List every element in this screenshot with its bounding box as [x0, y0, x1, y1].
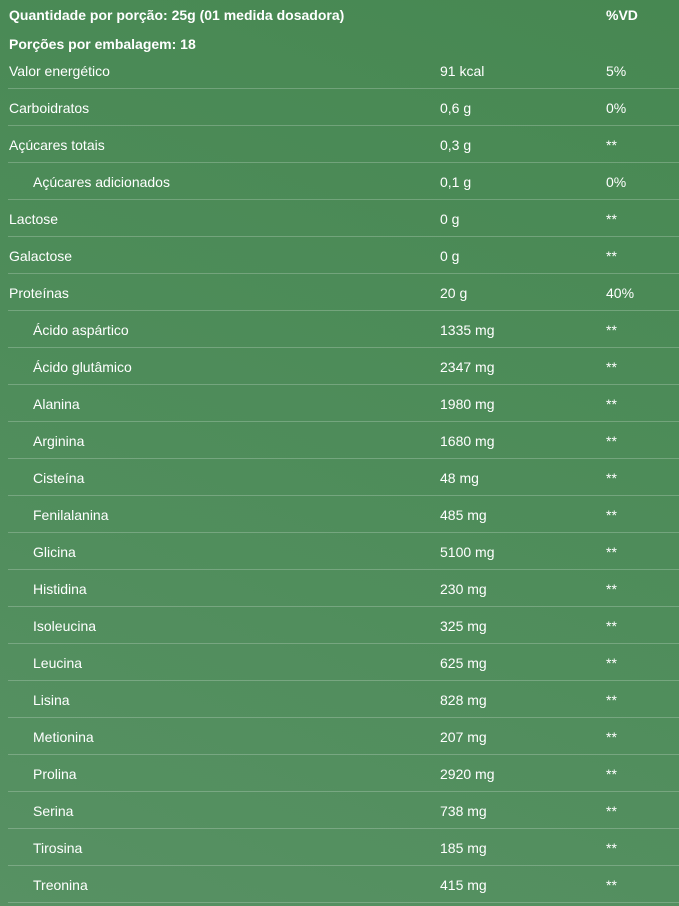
nutrient-amount: 2347 mg: [440, 359, 495, 375]
table-row: Alanina 1980 mg **: [8, 385, 679, 422]
table-row: Galactose 0 g **: [8, 237, 679, 274]
table-row: Proteínas 20 g 40%: [8, 274, 679, 311]
table-row: Lisina 828 mg **: [8, 681, 679, 718]
nutrient-name: Fenilalanina: [33, 507, 109, 523]
nutrient-name: Arginina: [33, 433, 85, 449]
nutrient-amount: 0,1 g: [440, 174, 472, 190]
nutrient-amount: 0 g: [440, 248, 460, 264]
nutrient-amount: 1680 mg: [440, 433, 495, 449]
nutrient-vd: **: [606, 655, 617, 671]
nutrient-name: Metionina: [33, 729, 94, 745]
table-row: Valor energético 91 kcal 5%: [8, 52, 679, 89]
nutrient-amount: 20 g: [440, 285, 468, 301]
nutrient-vd: **: [606, 211, 617, 227]
servings-header: Porções por embalagem: 18: [0, 29, 679, 52]
nutrient-amount: 91 kcal: [440, 63, 485, 79]
nutrient-name: Cisteína: [33, 470, 85, 486]
nutrient-vd: 40%: [606, 285, 635, 301]
nutrient-vd: **: [606, 803, 617, 819]
table-row: Açúcares adicionados 0,1 g 0%: [8, 163, 679, 200]
nutrient-name: Alanina: [33, 396, 80, 412]
nutrient-name: Proteínas: [9, 285, 69, 301]
vd-header: %VD: [606, 7, 638, 23]
nutrient-amount: 1335 mg: [440, 322, 495, 338]
nutrient-name: Isoleucina: [33, 618, 97, 634]
table-row: Cisteína 48 mg **: [8, 459, 679, 496]
table-row: Treonina 415 mg **: [8, 866, 679, 903]
nutrient-name: Valor energético: [9, 63, 110, 79]
table-row: Açúcares totais 0,3 g **: [8, 126, 679, 163]
nutrient-amount: 230 mg: [440, 581, 487, 597]
nutrient-name: Carboidratos: [9, 100, 90, 116]
nutrient-vd: **: [606, 544, 617, 560]
nutrient-name: Leucina: [33, 655, 83, 671]
nutrient-vd: **: [606, 433, 617, 449]
nutrient-vd: **: [606, 470, 617, 486]
nutrient-amount: 485 mg: [440, 507, 487, 523]
nutrient-amount: 325 mg: [440, 618, 487, 634]
nutrient-name: Açúcares adicionados: [33, 174, 170, 190]
table-row: Glicina 5100 mg **: [8, 533, 679, 570]
nutrient-name: Lisina: [33, 692, 70, 708]
nutrient-amount: 48 mg: [440, 470, 479, 486]
nutrient-amount: 828 mg: [440, 692, 487, 708]
nutrient-amount: 625 mg: [440, 655, 487, 671]
nutrient-name: Treonina: [33, 877, 88, 893]
serving-header: Quantidade por porção: 25g (01 medida do…: [0, 0, 679, 29]
nutrient-amount: 1980 mg: [440, 396, 495, 412]
table-row: Ácido aspártico 1335 mg **: [8, 311, 679, 348]
table-row: Isoleucina 325 mg **: [8, 607, 679, 644]
nutrient-name: Tirosina: [33, 840, 83, 856]
nutrient-name: Açúcares totais: [9, 137, 105, 153]
table-row: Histidina 230 mg **: [8, 570, 679, 607]
nutrient-amount: 207 mg: [440, 729, 487, 745]
nutrient-amount: 0,3 g: [440, 137, 472, 153]
nutrient-vd: **: [606, 766, 617, 782]
nutrient-name: Ácido aspártico: [33, 322, 129, 338]
nutrient-vd: **: [606, 396, 617, 412]
table-row: Fenilalanina 485 mg **: [8, 496, 679, 533]
table-row: Arginina 1680 mg **: [8, 422, 679, 459]
nutrient-vd: 5%: [606, 63, 627, 79]
nutrient-name: Glicina: [33, 544, 76, 560]
nutrient-name: Ácido glutâmico: [33, 359, 132, 375]
nutrient-amount: 185 mg: [440, 840, 487, 856]
nutrient-vd: **: [606, 248, 617, 264]
nutrient-vd: **: [606, 729, 617, 745]
nutrient-name: Lactose: [9, 211, 59, 227]
nutrient-name: Prolina: [33, 766, 77, 782]
nutrient-amount: 0 g: [440, 211, 460, 227]
table-row: Prolina 2920 mg **: [8, 755, 679, 792]
nutrient-vd: **: [606, 840, 617, 856]
table-row: Leucina 625 mg **: [8, 644, 679, 681]
nutrient-amount: 738 mg: [440, 803, 487, 819]
table-row: Metionina 207 mg **: [8, 718, 679, 755]
nutrient-name: Histidina: [33, 581, 87, 597]
nutrient-vd: **: [606, 581, 617, 597]
nutrient-vd: **: [606, 618, 617, 634]
table-row: Lactose 0 g **: [8, 200, 679, 237]
nutrient-amount: 0,6 g: [440, 100, 472, 116]
nutrient-vd: **: [606, 137, 617, 153]
servings-per-pack: Porções por embalagem: 18: [9, 36, 196, 52]
table-row: Serina 738 mg **: [8, 792, 679, 829]
nutrient-name: Serina: [33, 803, 74, 819]
table-row: Ácido glutâmico 2347 mg **: [8, 348, 679, 385]
nutrient-amount: 5100 mg: [440, 544, 495, 560]
table-row: Carboidratos 0,6 g 0%: [8, 89, 679, 126]
nutrient-amount: 2920 mg: [440, 766, 495, 782]
nutrient-vd: 0%: [606, 174, 627, 190]
nutrient-vd: 0%: [606, 100, 627, 116]
table-row: Tirosina 185 mg **: [8, 829, 679, 866]
serving-size: Quantidade por porção: 25g (01 medida do…: [9, 7, 345, 23]
nutrient-vd: **: [606, 359, 617, 375]
nutrient-vd: **: [606, 322, 617, 338]
nutrient-vd: **: [606, 877, 617, 893]
nutrient-amount: 415 mg: [440, 877, 487, 893]
nutrient-vd: **: [606, 692, 617, 708]
nutrient-vd: **: [606, 507, 617, 523]
nutrient-name: Galactose: [9, 248, 73, 264]
